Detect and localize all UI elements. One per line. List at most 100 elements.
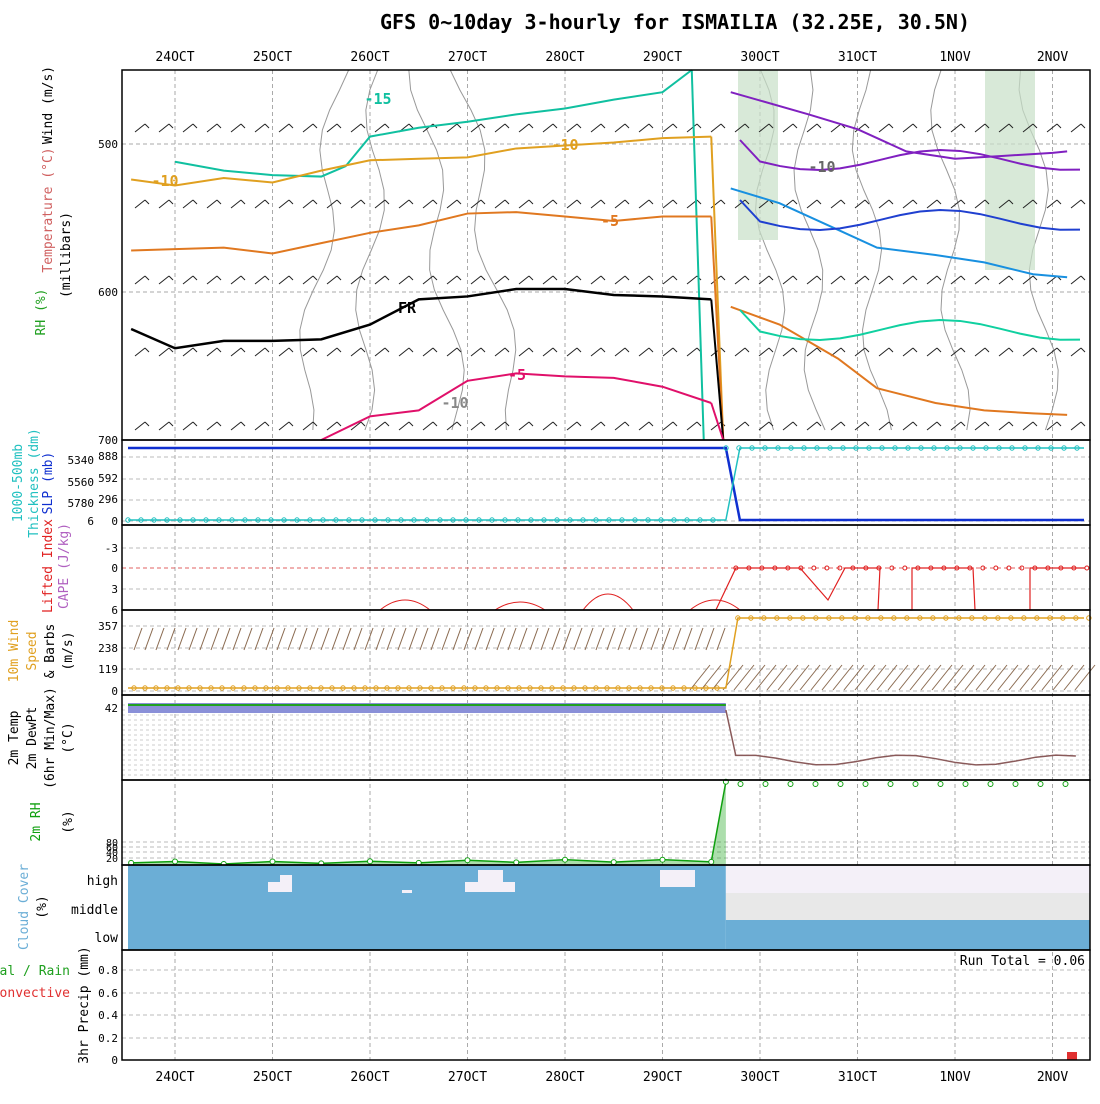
- barb-shaft: [182, 275, 194, 285]
- rh-marker: [787, 781, 794, 787]
- barb-shaft: [638, 421, 650, 431]
- wind-barb: [182, 123, 198, 133]
- wind-barb: [686, 347, 702, 357]
- thickness-marker: [723, 445, 729, 451]
- barb-shaft: [302, 275, 314, 285]
- thickness-marker: [424, 517, 430, 523]
- wind10-speed-line: [128, 617, 1084, 689]
- barb-shaft: [494, 421, 506, 431]
- wind-barb: [326, 275, 342, 285]
- barb-flag: [792, 199, 798, 205]
- wind10-barb: [843, 664, 865, 691]
- rh-marker: [987, 781, 994, 787]
- wind10-barb: [997, 664, 1019, 691]
- wind10-barb: [309, 627, 319, 651]
- wind10-marker: [1073, 615, 1079, 621]
- barb-flag: [936, 199, 942, 205]
- rh-marker: [762, 781, 769, 787]
- barb-flag: [216, 347, 222, 353]
- slp-axis-label: SLP (mb): [41, 452, 56, 515]
- li-marker: [915, 565, 921, 571]
- wind-barb: [422, 275, 438, 285]
- wind-barb: [302, 421, 318, 431]
- wind-barb: [902, 347, 918, 357]
- wind10-barb: [331, 627, 341, 651]
- wind-barb: [494, 421, 510, 431]
- wind10-barb: [694, 627, 704, 651]
- barb-flag: [336, 199, 342, 205]
- barb-shaft: [758, 347, 770, 357]
- wind10-marker: [1008, 615, 1014, 621]
- rh-axis-label: (%): [61, 810, 76, 833]
- barb-flag: [384, 275, 390, 281]
- barb-flag: [168, 275, 174, 281]
- barb-shaft: [374, 199, 386, 209]
- rh-marker: [862, 781, 869, 787]
- barb-shaft: [446, 275, 458, 285]
- wind-barb: [278, 347, 294, 357]
- barb-shaft: [902, 199, 914, 209]
- temp-line: [725, 709, 1076, 766]
- barb-flag: [216, 199, 222, 205]
- barb-flag: [480, 421, 486, 427]
- thickness-marker: [710, 517, 716, 523]
- barb-shaft: [542, 199, 554, 209]
- barb-flag: [240, 275, 246, 281]
- barb-flag: [768, 347, 774, 353]
- barb-flag: [744, 421, 750, 427]
- barb-shaft: [926, 199, 938, 209]
- barb-shaft: [134, 347, 146, 357]
- barb-flag: [552, 123, 558, 129]
- pressure-tick-label: 600: [98, 286, 118, 299]
- wind10-marker: [982, 615, 988, 621]
- wind10-marker: [813, 615, 819, 621]
- rh-contour: [355, 69, 385, 431]
- barb-shaft: [686, 275, 698, 285]
- thickness-marker: [502, 517, 508, 523]
- rh-marker: [1037, 781, 1044, 787]
- barb-shaft: [590, 275, 602, 285]
- wind-barb: [854, 275, 870, 285]
- li-bump: [582, 593, 634, 611]
- barb-shaft: [902, 347, 914, 357]
- barb-shaft: [518, 275, 530, 285]
- barb-shaft: [662, 199, 674, 209]
- barb-flag: [864, 123, 870, 129]
- barb-shaft: [398, 347, 410, 357]
- wind10-barb: [964, 664, 986, 691]
- li-marker: [863, 565, 869, 571]
- wind-barb: [566, 123, 582, 133]
- barb-flag: [888, 347, 894, 353]
- barb-flag: [168, 347, 174, 353]
- wind-barb: [494, 275, 510, 285]
- temp-axis-label: (°C): [61, 722, 76, 753]
- wind-barb: [230, 347, 246, 357]
- rh-marker: [708, 858, 715, 865]
- barb-shaft: [182, 199, 194, 209]
- wind-barb: [710, 199, 726, 209]
- barb-shaft: [638, 275, 650, 285]
- barb-shaft: [782, 123, 794, 133]
- barb-flag: [216, 421, 222, 427]
- barb-flag: [576, 123, 582, 129]
- thickness-marker: [320, 517, 326, 523]
- barb-shaft: [974, 347, 986, 357]
- wind-barb: [302, 347, 318, 357]
- wind-barb: [974, 123, 990, 133]
- barb-flag: [696, 123, 702, 129]
- li-tick-label: 0: [111, 562, 118, 575]
- rh-tick-label: 60: [106, 843, 118, 854]
- wind10-barb: [155, 627, 165, 651]
- barb-shaft: [398, 421, 410, 431]
- barb-shaft: [422, 275, 434, 285]
- barb-flag: [1008, 347, 1014, 353]
- barb-flag: [264, 199, 270, 205]
- precip-axis-label: Convective: [0, 986, 70, 1001]
- li-marker: [1058, 565, 1064, 571]
- thickness-marker: [515, 517, 521, 523]
- thickness-marker: [1074, 445, 1080, 451]
- wind-barb: [926, 421, 942, 431]
- barb-flag: [360, 275, 366, 281]
- wind-barb: [518, 275, 534, 285]
- li-tick-label: 6: [111, 604, 118, 617]
